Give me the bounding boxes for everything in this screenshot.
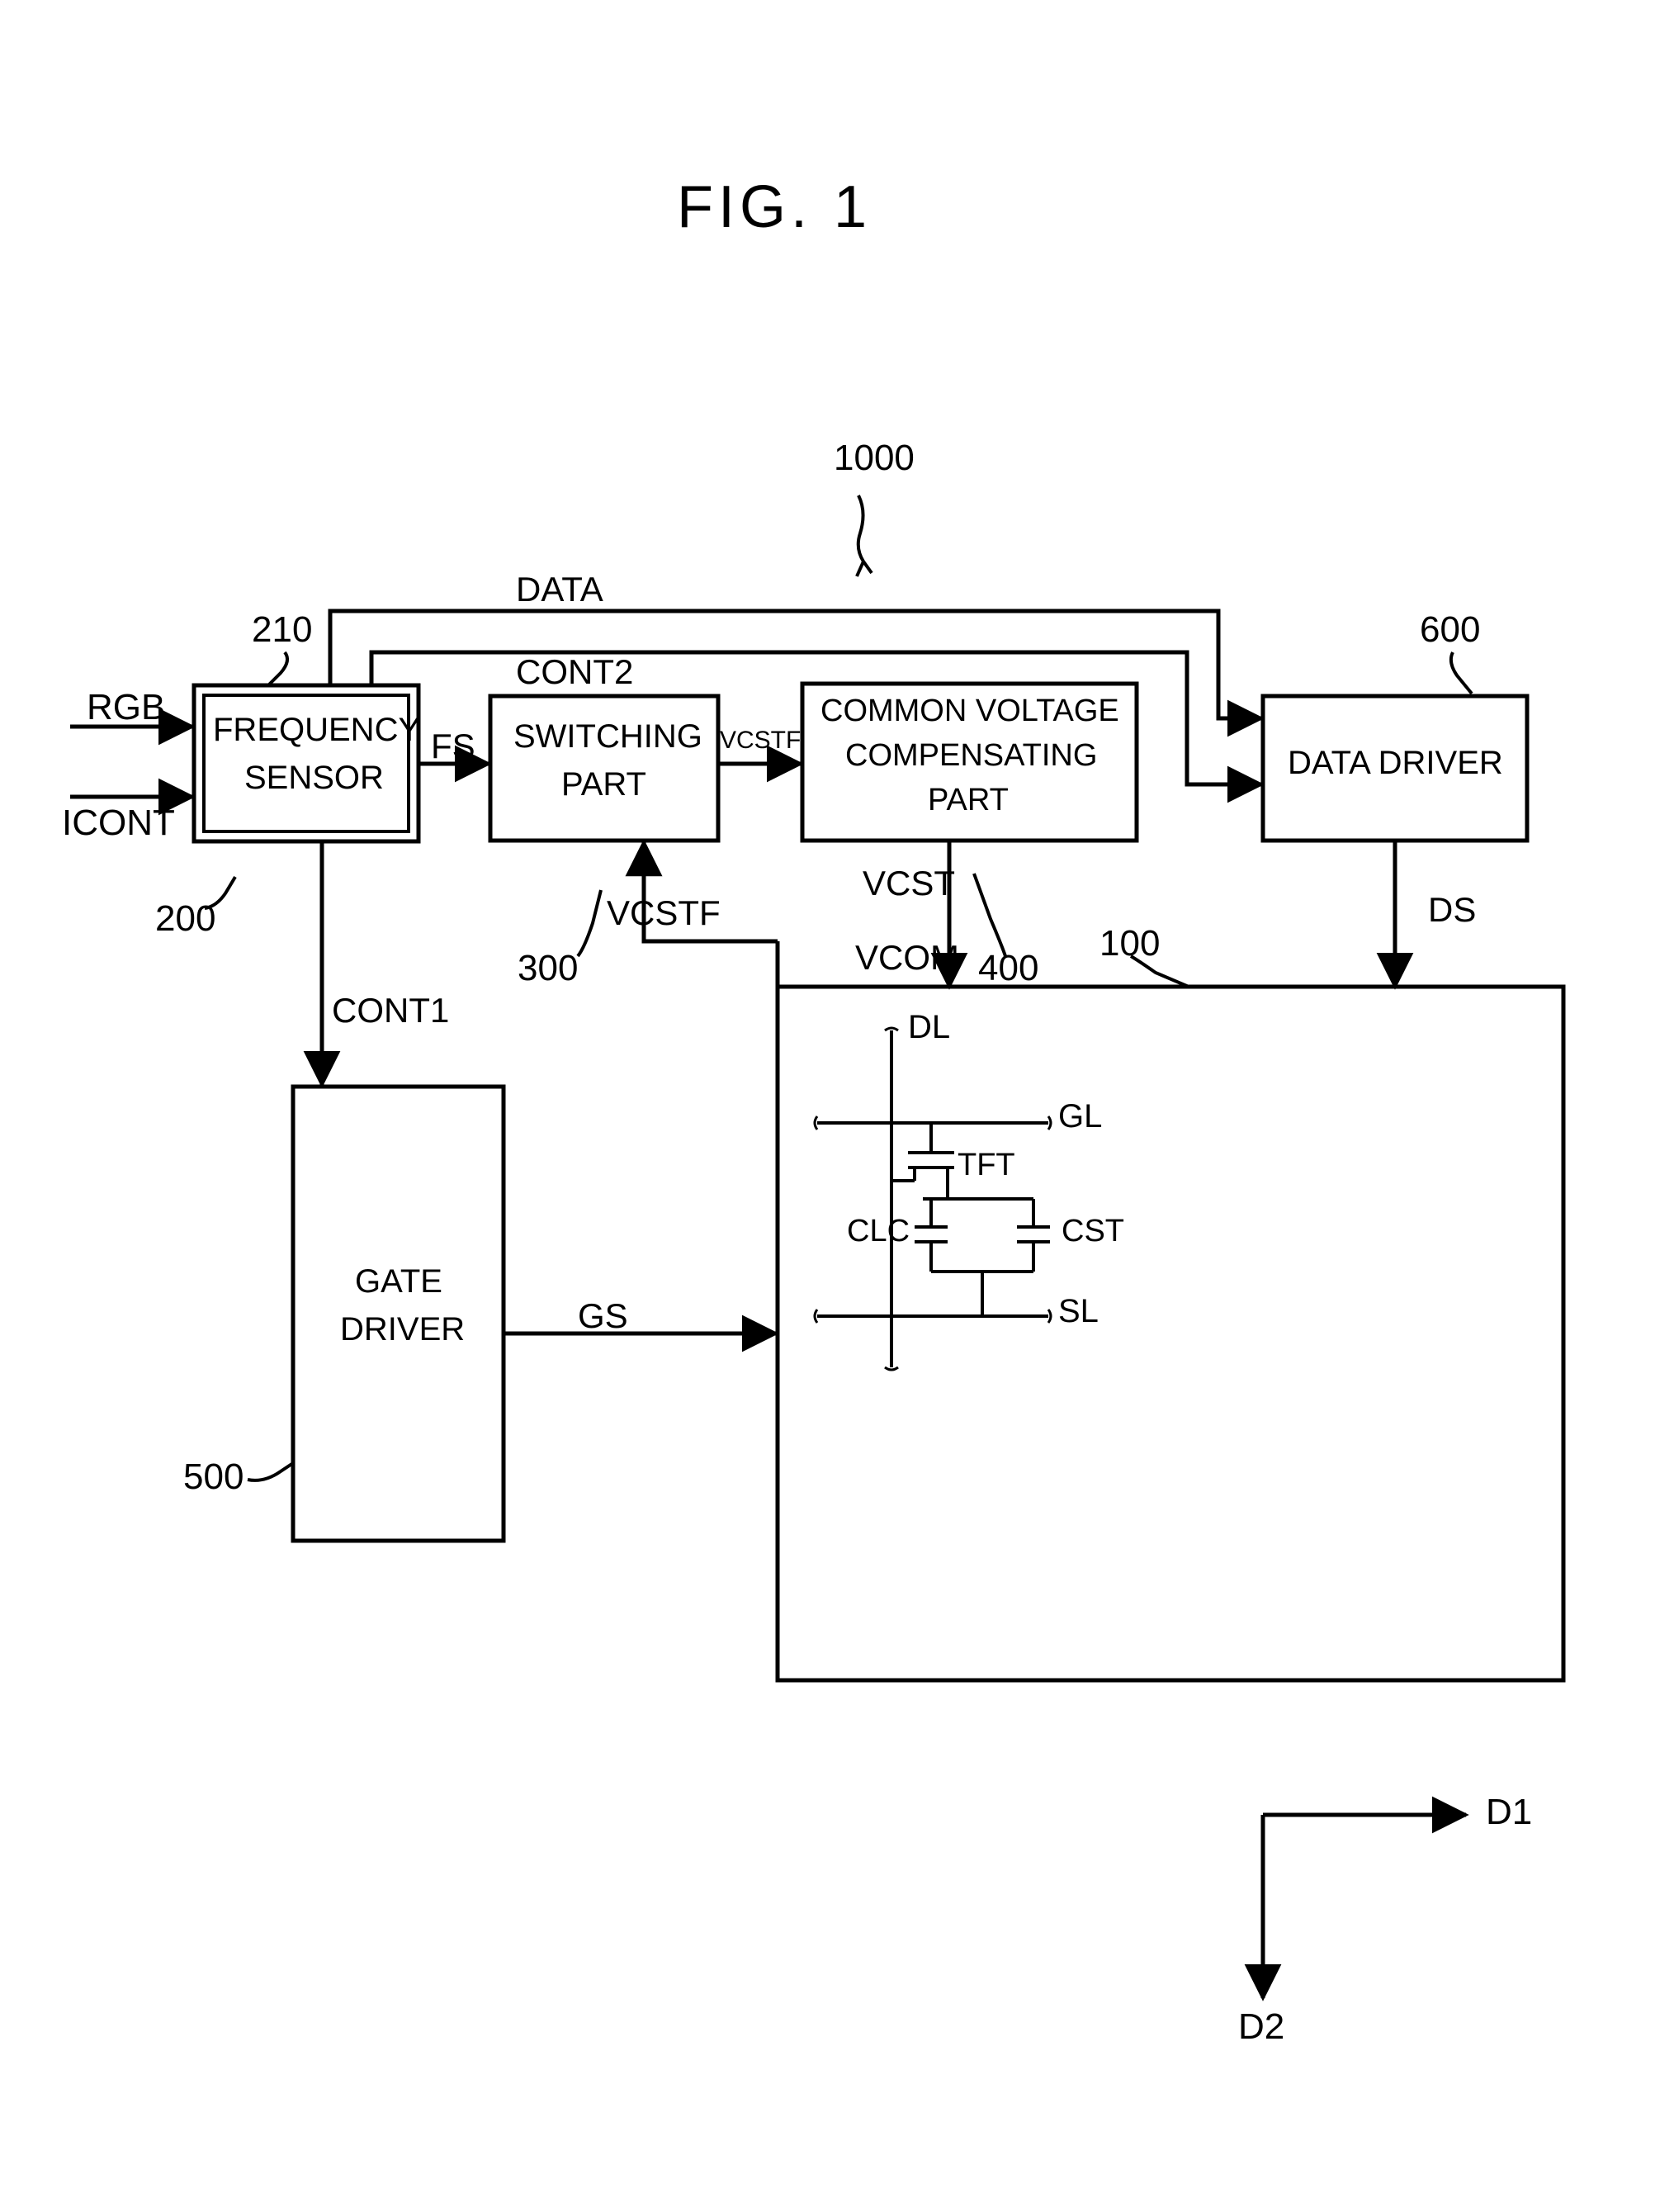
pixel-tft: TFT [958,1148,1015,1183]
sig-ds: DS [1428,890,1476,930]
axis-d2: D2 [1238,2006,1284,2048]
sig-vcom: VCOM [855,938,959,978]
pixel-gl: GL [1058,1098,1102,1135]
sig-vcstf1: VCSTF [720,727,801,755]
gate-driver-line1: GATE [355,1263,442,1300]
input-rgb-label: RGB [87,687,165,728]
pixel-cst: CST [1062,1214,1124,1249]
cvc-line1: COMMON VOLTAGE [820,694,1119,729]
data-driver-line1: DATA DRIVER [1288,745,1503,782]
sig-cont1: CONT1 [332,991,449,1030]
ref-210: 210 [252,609,312,651]
input-icont-label: ICONT [62,803,175,844]
sig-gs: GS [578,1296,628,1336]
ref-100: 100 [1099,923,1160,964]
pixel-dl: DL [908,1009,950,1046]
ref-600: 600 [1420,609,1480,651]
ref-300: 300 [518,948,578,989]
sig-vcstf2: VCSTF [607,893,721,933]
sig-cont2: CONT2 [516,652,633,692]
switching-line1: SWITCHING [513,718,702,755]
pixel-clc: CLC [847,1214,910,1249]
sig-vcst: VCST [863,864,955,903]
ref-500: 500 [183,1457,244,1498]
ref-200: 200 [155,898,215,940]
cvc-line2: COMPENSATING [845,738,1097,774]
gate-driver-line2: DRIVER [340,1311,465,1348]
switching-line2: PART [561,766,646,803]
sig-data: DATA [516,570,603,609]
sig-fs: FS [431,727,475,766]
diagram-svg [0,0,1674,2212]
ref-1000: 1000 [834,438,915,479]
freq-sensor-line2: SENSOR [244,760,384,797]
pixel-sl: SL [1058,1293,1099,1330]
ref-400: 400 [978,948,1038,989]
axis-d1: D1 [1486,1792,1532,1833]
cvc-line3: PART [928,783,1009,818]
freq-sensor-line1: FREQUENCY [213,712,420,749]
